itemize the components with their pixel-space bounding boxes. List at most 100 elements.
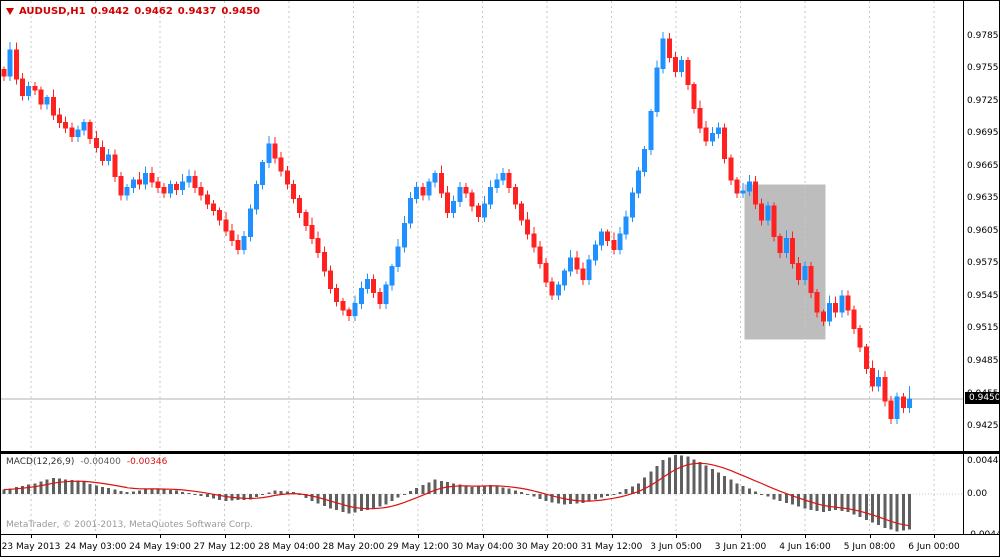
candle-body [900,396,906,409]
macd-tick-label: 0.00449 [967,456,999,466]
time-tick-label: 28 May 20:00 [322,542,385,552]
macd-histogram-bar [267,492,271,494]
macd-histogram-bar [273,490,277,494]
time-tick-mark [740,535,742,538]
macd-histogram-bar [901,494,905,531]
candle-body [155,181,161,189]
candle-body [229,230,235,242]
macd-histogram-bar [710,469,714,494]
candle-body [260,162,266,185]
time-tick-label: 29 May 12:00 [387,542,449,552]
candle-body [284,170,290,185]
candle-body [636,170,641,194]
macd-histogram-bar [298,494,302,496]
candle-body [716,127,722,134]
candle-body [143,172,149,185]
macd-histogram-bar [883,494,887,528]
macd-histogram-bar [8,488,12,494]
time-tick-label: 28 May 04:00 [258,542,320,552]
macd-histogram-bar [21,485,24,494]
candle-body [697,107,703,129]
candle-body [389,266,395,286]
candle-body [278,157,284,172]
macd-histogram-bar [82,482,86,494]
time-tick-mark [547,535,548,538]
candle-body [672,56,678,73]
candle-body [525,219,531,235]
macd-pane[interactable] [1,454,964,534]
macd-histogram-bar [285,491,289,494]
macd-histogram-bar [187,493,191,495]
macd-histogram-bar [341,494,345,512]
candle-body [247,208,253,237]
candle-body [851,309,857,329]
macd-axis[interactable]: 0.004490.00-0.0044 [965,454,999,540]
candle-body [623,216,629,235]
candle-body [20,78,25,96]
selection-box[interactable] [744,184,826,340]
macd-histogram-bar [113,489,117,494]
candle-body [38,89,44,105]
candle-body [408,197,414,224]
price-tick-label: 0.9425 [967,421,999,431]
candle-body [414,187,420,199]
candle-body [814,292,820,313]
macd-histogram-bar [51,478,55,494]
candle-body [555,284,561,296]
candle-body [506,172,512,188]
candle-body [518,203,524,221]
macd-histogram-bar [39,481,43,494]
candle-body [1,68,7,77]
macd-histogram-bar [766,494,770,497]
candle-body [124,187,130,196]
time-tick-label: 30 May 04:00 [451,542,514,552]
macd-histogram-bar [495,486,499,494]
candle-body [44,97,50,105]
macd-histogram-bar [150,488,154,494]
macd-histogram-bar [600,494,603,498]
macd-histogram-bar [791,494,794,505]
macd-histogram-bar [33,483,37,494]
candle-body [790,238,795,264]
candle-body [777,235,783,254]
price-tick-label: 0.9785 [967,31,999,41]
axis-separator [1,534,999,535]
candle-body [592,244,598,261]
time-axis[interactable]: 23 May 2013 24 May 03:00 24 May 19:00 27 Ma… [1,535,999,556]
candle-body [130,179,136,188]
candle-body [703,127,709,142]
candle-body [210,203,216,211]
macd-histogram-bar [464,485,468,494]
macd-histogram-bar [236,494,240,501]
macd-histogram-bar [168,490,172,494]
candle-body [808,266,814,294]
time-tick-mark [95,535,97,538]
macd-histogram-bar [70,480,74,494]
time-tick-label: 3 Jun 21:00 [714,542,767,552]
candle-body [321,252,327,272]
candle-body [340,300,346,311]
candle-body [93,138,99,148]
macd-histogram-bar [649,471,653,494]
macd-histogram-bar [131,491,135,494]
candle-body [63,121,69,129]
time-tick-label: 30 May 20:00 [516,542,578,552]
time-tick-label: 23 May 2013 [1,542,61,552]
time-tick-mark [160,535,161,538]
macd-histogram-bar [483,485,486,494]
candle-body [180,181,186,191]
price-axis[interactable]: 0.9450 0.9785 0.9755 0.9725 0.9695 0.9665 0.9… [965,1,999,451]
price-chart-canvas[interactable] [1,1,963,451]
candle-body [161,187,167,194]
candle-body [605,231,611,242]
time-tick-label: 3 Jun 05:00 [650,542,702,552]
macd-histogram-bar [846,494,850,512]
price-chart-pane[interactable] [1,1,964,451]
macd-histogram-bar [211,494,215,499]
candle-body [149,172,155,183]
pane-separator[interactable] [1,451,999,454]
candle-body [334,287,340,302]
candle-body [137,179,142,185]
macd-chart-canvas[interactable] [1,454,963,534]
macd-histogram-bar [242,494,246,500]
